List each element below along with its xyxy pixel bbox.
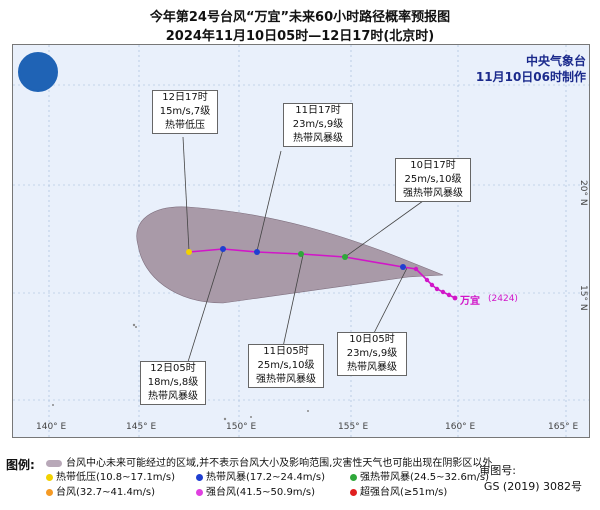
lon-label: 155° E (338, 422, 369, 432)
dot-icon (196, 473, 203, 481)
legend-item-label: 台风(32.7~41.4m/s) (56, 487, 156, 498)
dot-icon (46, 488, 53, 496)
lon-label: 140° E (36, 422, 67, 432)
lon-label: 160° E (445, 422, 476, 432)
callout-wind: 23m/s,9级 (292, 119, 344, 130)
callout-category: 热带风暴级 (148, 391, 198, 402)
issued-time: 11月10日06时制作 (475, 70, 586, 84)
callout-time: 10日05时 (349, 334, 395, 345)
legend: 图例: 台风中心未来可能经过的区域,并不表示台风大小及影响范围,灾害性天气也可能… (0, 448, 600, 510)
legend-cone-text: 台风中心未来可能经过的区域,并不表示台风大小及影响范围,灾害性天气也可能出现在阴… (66, 458, 493, 469)
callout-12-05: 12日05时 18m/s,8级 热带风暴级 (140, 361, 206, 405)
legend-item-td: 热带低压(10.8~17.1m/s) (46, 468, 175, 483)
lon-label: 145° E (126, 422, 157, 432)
forecast-point-11-05[interactable] (342, 254, 348, 260)
callout-time: 12日05时 (150, 363, 196, 374)
dot-icon (350, 488, 357, 496)
forecast-point-12-17[interactable] (220, 246, 226, 252)
map-svg (13, 45, 589, 437)
legend-item-sty: 强台风(41.5~50.9m/s) (196, 483, 315, 498)
forecast-point-final[interactable] (186, 249, 192, 255)
legend-item-sts: 强热带风暴(24.5~32.6m/s) (350, 468, 489, 483)
callout-wind: 23m/s,9级 (346, 348, 398, 359)
callout-wind: 25m/s,10级 (257, 360, 315, 371)
legend-cone-row: 台风中心未来可能经过的区域,并不表示台风大小及影响范围,灾害性天气也可能出现在阴… (46, 454, 492, 469)
callout-leaders (182, 136, 424, 366)
dot-icon (196, 488, 203, 496)
callout-category: 热带低压 (165, 120, 205, 131)
probability-cone (136, 206, 444, 304)
dot-icon (350, 473, 357, 481)
callout-category: 强热带风暴级 (256, 374, 316, 385)
legend-item-label: 强台风(41.5~50.9m/s) (206, 487, 316, 498)
lat-label: 15° N (578, 285, 588, 311)
dot-icon (46, 473, 53, 481)
callout-category: 强热带风暴级 (403, 188, 463, 199)
cone-swatch-icon (46, 459, 62, 467)
legend-item-ts: 热带风暴(17.2~24.4m/s) (196, 468, 325, 483)
forecast-point-11-17[interactable] (298, 251, 304, 257)
forecast-point-12-05[interactable] (254, 249, 260, 255)
callout-time: 11日05时 (263, 346, 309, 357)
callout-wind: 15m/s,7级 (159, 106, 211, 117)
map-title: 今年第24号台风“万宜”未来60小时路径概率预报图 (149, 10, 451, 25)
callout-category: 热带风暴级 (347, 362, 397, 373)
callout-12-17: 12日17时 15m/s,7级 热带低压 (152, 90, 218, 134)
storm-code-label: (2424) (488, 294, 518, 304)
callout-11-17: 11日17时 23m/s,9级 热带风暴级 (283, 103, 353, 147)
callout-10-17: 10日17时 25m/s,10级 强热带风暴级 (395, 158, 471, 202)
legend-item-label: 热带风暴(17.2~24.4m/s) (206, 472, 326, 483)
legend-title: 图例: (6, 458, 35, 472)
callout-time: 12日17时 (162, 92, 208, 103)
cma-logo-icon (18, 52, 58, 92)
callout-10-05: 10日05时 23m/s,9级 热带风暴级 (337, 332, 407, 376)
forecast-point-10-17[interactable] (400, 264, 406, 270)
review-number: GS (2019) 3082号 (483, 480, 582, 493)
callout-category: 热带风暴级 (293, 133, 343, 144)
callout-time: 10日17时 (410, 160, 456, 171)
callout-11-05: 11日05时 25m/s,10级 强热带风暴级 (248, 344, 324, 388)
storm-name-label: 万宜 (460, 296, 480, 307)
legend-item-label: 超强台风(≥51m/s) (360, 487, 448, 498)
callout-time: 11日17时 (295, 105, 341, 116)
legend-item-label: 热带低压(10.8~17.1m/s) (56, 472, 176, 483)
legend-item-label: 强热带风暴(24.5~32.6m/s) (360, 472, 490, 483)
lat-label: 20° N (578, 180, 588, 206)
lon-label: 165° E (548, 422, 579, 432)
legend-item-super: 超强台风(≥51m/s) (350, 483, 447, 498)
callout-wind: 18m/s,8级 (147, 377, 199, 388)
review-label: 审图号: (479, 464, 516, 477)
callout-wind: 25m/s,10级 (404, 174, 462, 185)
graticule (13, 45, 589, 437)
track-points (413, 266, 458, 301)
map-subtitle: 2024年11月10日05时—12日17时(北京时) (165, 29, 435, 44)
legend-item-ty: 台风(32.7~41.4m/s) (46, 483, 155, 498)
agency-name: 中央气象台 (525, 54, 586, 68)
lon-label: 150° E (226, 422, 257, 432)
